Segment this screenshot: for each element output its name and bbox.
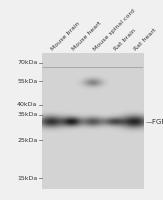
Text: Rat brain: Rat brain [113, 28, 137, 52]
Text: 25kDa: 25kDa [17, 138, 37, 143]
Text: Mouse spinal cord: Mouse spinal cord [92, 8, 136, 52]
Text: 55kDa: 55kDa [17, 79, 37, 84]
Text: —FGF13: —FGF13 [146, 119, 163, 125]
Text: Mouse brain: Mouse brain [51, 21, 82, 52]
Text: Rat heart: Rat heart [133, 28, 158, 52]
Text: Mouse heart: Mouse heart [71, 21, 103, 52]
Text: 40kDa: 40kDa [17, 102, 37, 107]
Text: 35kDa: 35kDa [17, 112, 37, 117]
Text: 15kDa: 15kDa [17, 176, 37, 181]
Text: 70kDa: 70kDa [17, 60, 37, 65]
